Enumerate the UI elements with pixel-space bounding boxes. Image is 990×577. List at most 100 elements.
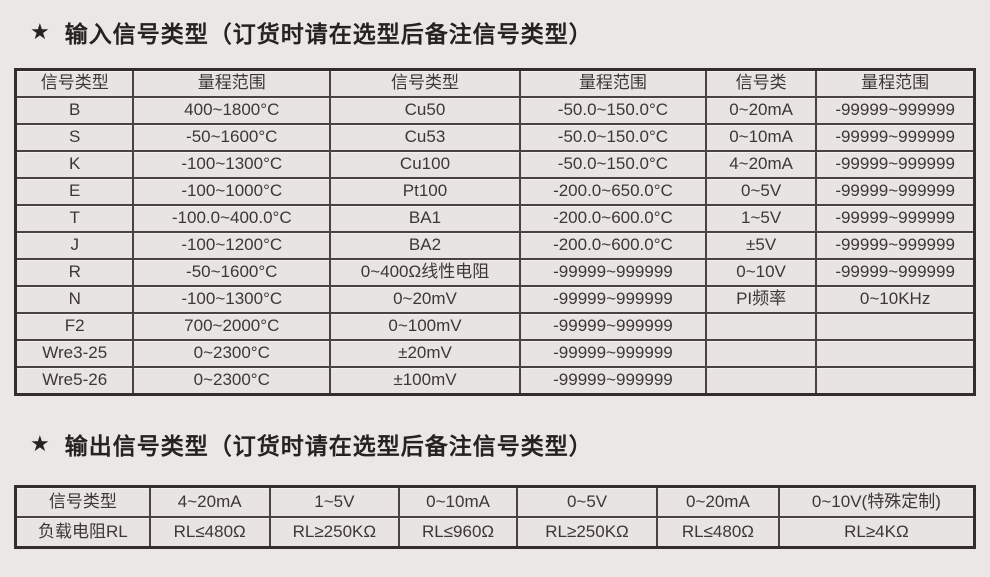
column-header: 0~10mA <box>398 485 519 518</box>
table-cell: -50~1600°C <box>132 258 332 287</box>
table-cell: Cu53 <box>329 123 521 152</box>
table-cell: -99999~999999 <box>518 366 707 396</box>
column-header: 0~10V(特殊定制) <box>777 485 976 518</box>
table-cell: 0~20mV <box>329 285 521 314</box>
column-header: 信号类型 <box>14 68 135 98</box>
table-row: R -50~1600°C 0~400Ω线性电阻 -99999~999999 0~10V -… <box>14 258 976 287</box>
table-cell: 0~100mV <box>329 312 521 341</box>
table-cell: T <box>14 204 135 233</box>
table-cell: ±100mV <box>329 366 521 396</box>
input-signal-table: 信号类型 量程范围 信号类型 量程范围 信号类 量程范围 B 400~1800°C Cu50-… <box>14 68 976 396</box>
table-cell: -100~1300°C <box>132 150 332 179</box>
table-cell: -99999~999999 <box>518 339 707 368</box>
column-header: 信号类型 <box>329 68 521 98</box>
table-cell <box>815 339 976 368</box>
table-cell <box>815 366 976 396</box>
table-cell: -99999~999999 <box>815 96 976 125</box>
table-row: Wre3-25 0~2300°C ±20mV -99999~999999 <box>14 339 976 368</box>
table-cell: F2 <box>14 312 135 341</box>
table-cell <box>704 339 818 368</box>
table-cell <box>704 312 818 341</box>
table-cell: 负载电阻RL <box>14 516 151 549</box>
table-cell: -99999~999999 <box>815 123 976 152</box>
table-cell: RL≥250KΩ <box>516 516 659 549</box>
section-title-text: 输出信号类型（订货时请在选型后备注信号类型） <box>64 433 593 459</box>
table-cell: 400~1800°C <box>132 96 332 125</box>
table-row: B 400~1800°C Cu50 -50.0~150.0°C 0~20mA -99999… <box>14 96 976 125</box>
column-header: 量程范围 <box>815 68 976 98</box>
header-row: 信号类型 4~20mA 1~5V 0~10mA 0~5V 0~20mA 0~10V(特殊定制… <box>14 485 976 518</box>
table-cell: 0~2300°C <box>132 339 332 368</box>
table-cell: Cu50 <box>329 96 521 125</box>
table-cell: PI频率 <box>704 285 818 314</box>
table-cell <box>704 366 818 396</box>
table-row: F2 700~2000°C 0~100mV -99999~999999 <box>14 312 976 341</box>
star-icon: ★ <box>30 19 51 44</box>
table-cell: K <box>14 150 135 179</box>
column-header: 0~5V <box>516 485 659 518</box>
table-cell: ±5V <box>704 231 818 260</box>
table-cell: 0~400Ω线性电阻 <box>329 258 521 287</box>
table-row: K -100~1300°C Cu100 -50.0~150.0°C 4~20mA -999… <box>14 150 976 179</box>
table-cell: 700~2000°C <box>132 312 332 341</box>
table-cell: ±20mV <box>329 339 521 368</box>
header-row: 信号类型 量程范围 信号类型 量程范围 信号类 量程范围 <box>14 68 976 98</box>
table-cell: -200.0~600.0°C <box>518 231 707 260</box>
table-cell <box>815 312 976 341</box>
column-header: 信号类 <box>704 68 818 98</box>
table-cell: -50.0~150.0°C <box>518 96 707 125</box>
table-cell: 0~10V <box>704 258 818 287</box>
table-cell: RL≥4KΩ <box>777 516 976 549</box>
table-cell: -99999~999999 <box>815 258 976 287</box>
table-cell: B <box>14 96 135 125</box>
table-cell: -99999~999999 <box>518 312 707 341</box>
table-cell: N <box>14 285 135 314</box>
table-row: N -100~1300°C 0~20mV -99999~999999 PI频率 0~10K… <box>14 285 976 314</box>
table-row: T -100.0~400.0°C BA1 -200.0~600.0°C 1~5V -999… <box>14 204 976 233</box>
table-cell: 0~2300°C <box>132 366 332 396</box>
table-cell: BA1 <box>329 204 521 233</box>
column-header: 量程范围 <box>132 68 332 98</box>
output-signal-table: 信号类型 4~20mA 1~5V 0~10mA 0~5V 0~20mA 0~10V(特殊定制… <box>14 485 976 549</box>
table-cell: -200.0~650.0°C <box>518 177 707 206</box>
table-cell: J <box>14 231 135 260</box>
table-cell: -99999~999999 <box>518 285 707 314</box>
column-header: 信号类型 <box>14 485 151 518</box>
input-signal-section-title: ★ 输入信号类型（订货时请在选型后备注信号类型） <box>30 16 990 48</box>
table-cell: 1~5V <box>704 204 818 233</box>
table-cell: S <box>14 123 135 152</box>
table-cell: -100~1200°C <box>132 231 332 260</box>
table-cell: -50~1600°C <box>132 123 332 152</box>
table-cell: 0~10mA <box>704 123 818 152</box>
table-cell: -99999~999999 <box>815 177 976 206</box>
table-cell: -200.0~600.0°C <box>518 204 707 233</box>
table-cell: 0~10KHz <box>815 285 976 314</box>
table-cell: -99999~999999 <box>815 231 976 260</box>
table-cell: 0~5V <box>704 177 818 206</box>
table-cell: Wre3-25 <box>14 339 135 368</box>
table-row: J -100~1200°C BA2 -200.0~600.0°C ±5V -99999~9… <box>14 231 976 260</box>
table-cell: 4~20mA <box>704 150 818 179</box>
table-row: E -100~1000°C Pt100 -200.0~650.0°C 0~5V -9999… <box>14 177 976 206</box>
output-signal-section-title: ★ 输出信号类型（订货时请在选型后备注信号类型） <box>30 428 990 460</box>
column-header: 量程范围 <box>518 68 707 98</box>
table-row: 负载电阻RL RL≤480Ω RL≥250KΩ RL≤960Ω RL≥250KΩ RL≤4… <box>14 516 976 549</box>
column-header: 1~5V <box>268 485 401 518</box>
table-cell: RL≤480Ω <box>148 516 271 549</box>
table-cell: -100.0~400.0°C <box>132 204 332 233</box>
table-cell: -99999~999999 <box>815 204 976 233</box>
table-cell: -99999~999999 <box>518 258 707 287</box>
table-row: S -50~1600°C Cu53 -50.0~150.0°C 0~10mA -99999… <box>14 123 976 152</box>
table-cell: RL≤960Ω <box>398 516 519 549</box>
table-cell: BA2 <box>329 231 521 260</box>
table-cell: -50.0~150.0°C <box>518 150 707 179</box>
column-header: 0~20mA <box>656 485 780 518</box>
table-cell: Wre5-26 <box>14 366 135 396</box>
table-cell: Pt100 <box>329 177 521 206</box>
table-cell: -100~1300°C <box>132 285 332 314</box>
table-cell: -99999~999999 <box>815 150 976 179</box>
table-cell: E <box>14 177 135 206</box>
table-cell: 0~20mA <box>704 96 818 125</box>
table-row: Wre5-26 0~2300°C ±100mV -99999~999999 <box>14 366 976 396</box>
